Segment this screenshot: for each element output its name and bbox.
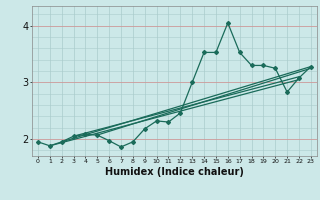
X-axis label: Humidex (Indice chaleur): Humidex (Indice chaleur) <box>105 167 244 177</box>
